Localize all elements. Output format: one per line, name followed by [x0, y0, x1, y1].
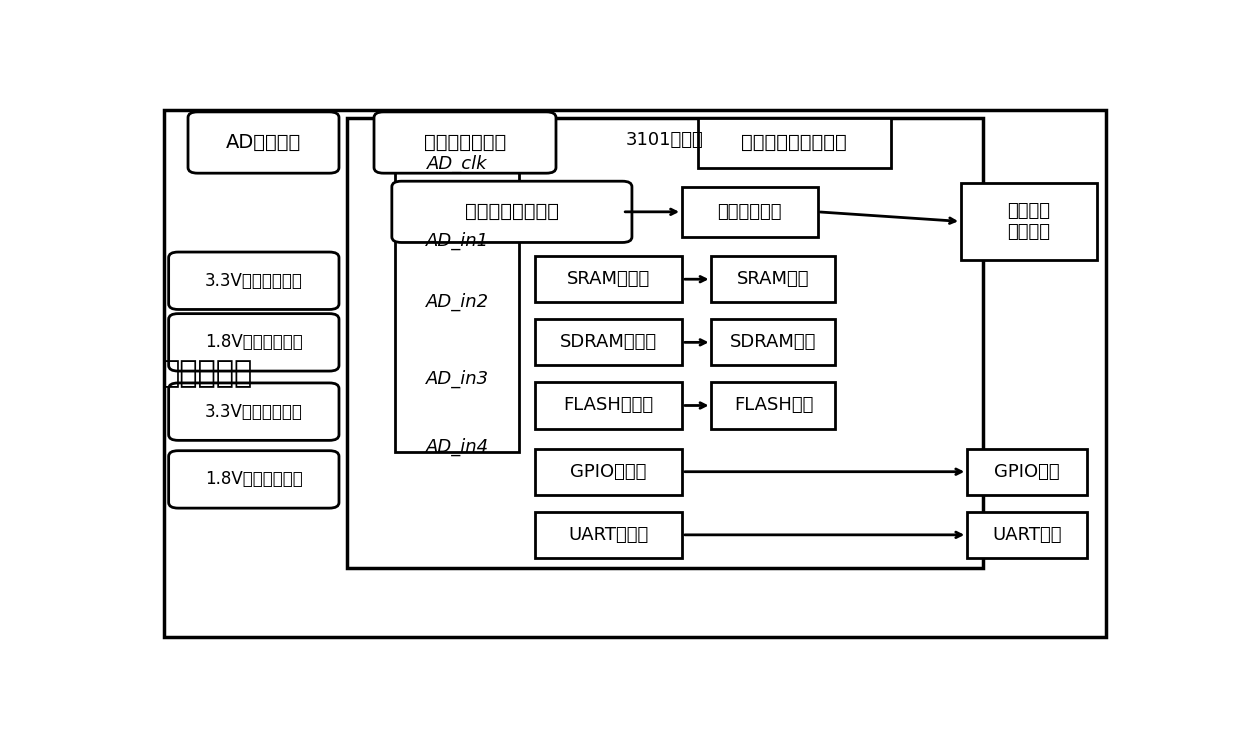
Text: UART芯片: UART芯片: [992, 526, 1061, 544]
Bar: [967, 512, 1087, 558]
Text: SRAM芯片: SRAM芯片: [738, 270, 810, 288]
Text: AD_in3: AD_in3: [425, 370, 489, 389]
FancyBboxPatch shape: [169, 313, 339, 371]
Text: 1.8V电流采集电路: 1.8V电流采集电路: [205, 470, 303, 488]
Text: 3101处理器: 3101处理器: [626, 131, 704, 149]
Bar: [396, 129, 520, 453]
Bar: [712, 383, 836, 429]
Bar: [682, 187, 817, 237]
Text: 健康状态信息处理: 健康状态信息处理: [465, 203, 559, 222]
FancyBboxPatch shape: [374, 112, 556, 174]
FancyBboxPatch shape: [392, 182, 632, 243]
Text: FLASH控制器: FLASH控制器: [563, 397, 653, 415]
Bar: [347, 117, 983, 568]
Text: 集成微系统: 集成微系统: [161, 359, 253, 388]
Bar: [712, 256, 836, 303]
Text: 处理器时钟电路: 处理器时钟电路: [424, 133, 506, 152]
FancyBboxPatch shape: [188, 112, 339, 174]
Text: UART控制器: UART控制器: [568, 526, 649, 544]
Text: AD_in1: AD_in1: [425, 232, 489, 250]
Text: 实时时钟电路的时钟: 实时时钟电路的时钟: [742, 133, 847, 152]
Text: AD_clk: AD_clk: [427, 155, 487, 173]
Bar: [712, 319, 836, 365]
Bar: [534, 512, 682, 558]
Text: 实时时钟
电源电路: 实时时钟 电源电路: [1007, 202, 1050, 241]
Text: AD时钟电路: AD时钟电路: [226, 133, 301, 152]
Text: SDRAM控制器: SDRAM控制器: [559, 333, 657, 351]
Text: SRAM控制器: SRAM控制器: [567, 270, 650, 288]
Bar: [961, 183, 1096, 260]
Text: SDRAM芯片: SDRAM芯片: [730, 333, 817, 351]
Bar: [534, 319, 682, 365]
Text: AD_in4: AD_in4: [425, 438, 489, 456]
Text: 3.3V电压采集电路: 3.3V电压采集电路: [205, 272, 303, 289]
Bar: [534, 448, 682, 495]
FancyBboxPatch shape: [169, 252, 339, 310]
FancyBboxPatch shape: [169, 383, 339, 440]
Bar: [534, 383, 682, 429]
Text: 3.3V电流采集电路: 3.3V电流采集电路: [205, 402, 303, 421]
Bar: [967, 448, 1087, 495]
Bar: [697, 117, 892, 168]
Text: 1.8V电压采集电路: 1.8V电压采集电路: [205, 333, 303, 351]
Text: FLASH芯片: FLASH芯片: [734, 397, 813, 415]
FancyBboxPatch shape: [169, 451, 339, 508]
Bar: [534, 256, 682, 303]
Text: GPIO控制器: GPIO控制器: [570, 463, 646, 480]
Text: AD_in2: AD_in2: [425, 293, 489, 311]
Text: GPIO电路: GPIO电路: [994, 463, 1060, 480]
Text: 实时时钟电路: 实时时钟电路: [718, 203, 782, 221]
